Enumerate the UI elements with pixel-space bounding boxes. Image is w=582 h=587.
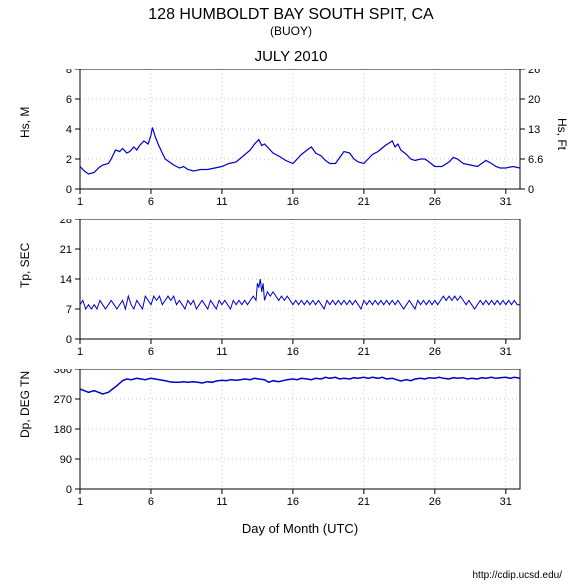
svg-text:16: 16 bbox=[287, 346, 299, 358]
chart-container: 128 HUMBOLDT BAY SOUTH SPIT, CA (BUOY) J… bbox=[0, 6, 582, 587]
svg-text:21: 21 bbox=[358, 346, 370, 358]
svg-text:6: 6 bbox=[66, 94, 72, 106]
chart-title: 128 HUMBOLDT BAY SOUTH SPIT, CA bbox=[0, 6, 582, 24]
svg-text:11: 11 bbox=[216, 196, 227, 208]
panel-hs: 0246806.6132026161116212631Hs, MHs, Ft bbox=[0, 69, 582, 189]
svg-text:11: 11 bbox=[216, 496, 227, 508]
footer-url: http://cdip.ucsd.edu/ bbox=[472, 570, 562, 581]
svg-text:1: 1 bbox=[77, 196, 83, 208]
svg-text:31: 31 bbox=[500, 346, 512, 358]
svg-text:7: 7 bbox=[66, 304, 72, 316]
ylabel-tp: Tp, SEC bbox=[18, 268, 32, 288]
svg-text:8: 8 bbox=[66, 69, 72, 76]
svg-text:4: 4 bbox=[66, 124, 72, 136]
svg-text:360: 360 bbox=[54, 369, 72, 376]
svg-text:1: 1 bbox=[77, 496, 83, 508]
svg-text:180: 180 bbox=[54, 424, 72, 436]
svg-text:16: 16 bbox=[287, 196, 299, 208]
ylabel-right-hs: Hs, Ft bbox=[555, 118, 569, 138]
svg-text:26: 26 bbox=[429, 346, 441, 358]
svg-text:11: 11 bbox=[216, 346, 227, 358]
svg-text:0: 0 bbox=[66, 484, 72, 496]
svg-text:2: 2 bbox=[66, 154, 72, 166]
svg-text:6: 6 bbox=[148, 496, 154, 508]
svg-text:6: 6 bbox=[148, 196, 154, 208]
svg-text:13: 13 bbox=[528, 124, 540, 136]
chart-subtitle-buoy: (BUOY) bbox=[0, 24, 582, 38]
panel-tp: 07142128161116212631Tp, SEC bbox=[0, 219, 582, 339]
svg-text:6.6: 6.6 bbox=[528, 154, 543, 166]
svg-text:26: 26 bbox=[528, 69, 540, 76]
svg-text:28: 28 bbox=[60, 219, 72, 226]
ylabel-dp: Dp, DEG TN bbox=[18, 418, 32, 438]
svg-text:16: 16 bbox=[287, 496, 299, 508]
xaxis-label: Day of Month (UTC) bbox=[80, 521, 520, 536]
svg-text:14: 14 bbox=[60, 274, 72, 286]
svg-text:20: 20 bbox=[528, 94, 540, 106]
svg-text:90: 90 bbox=[60, 454, 72, 466]
panel-dp: 090180270360161116212631Dp, DEG TN bbox=[0, 369, 582, 489]
svg-text:0: 0 bbox=[528, 184, 534, 196]
svg-text:31: 31 bbox=[500, 196, 512, 208]
chart-subtitle-month: JULY 2010 bbox=[0, 48, 582, 65]
svg-text:1: 1 bbox=[77, 346, 83, 358]
ylabel-hs: Hs, M bbox=[18, 118, 32, 138]
svg-text:26: 26 bbox=[429, 496, 441, 508]
svg-text:21: 21 bbox=[60, 244, 72, 256]
svg-text:6: 6 bbox=[148, 346, 154, 358]
svg-text:0: 0 bbox=[66, 334, 72, 346]
svg-text:0: 0 bbox=[66, 184, 72, 196]
svg-text:21: 21 bbox=[358, 196, 370, 208]
svg-text:21: 21 bbox=[358, 496, 370, 508]
svg-text:270: 270 bbox=[54, 394, 72, 406]
svg-text:31: 31 bbox=[500, 496, 512, 508]
svg-text:26: 26 bbox=[429, 196, 441, 208]
